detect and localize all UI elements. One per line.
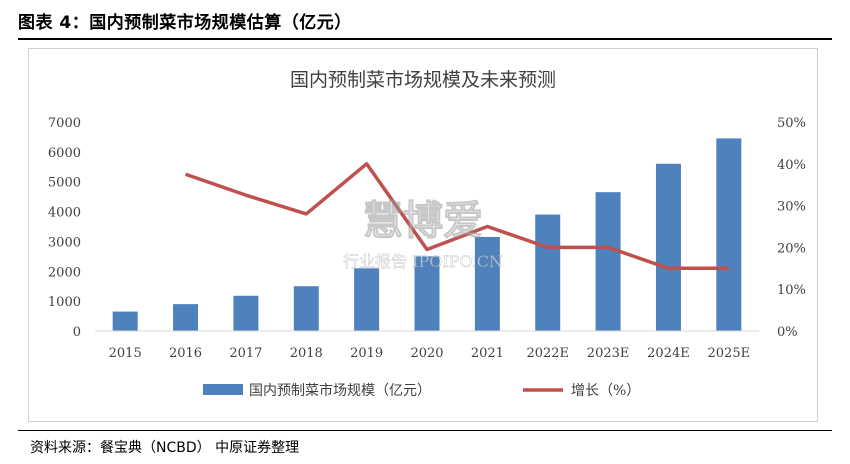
bar-2015	[112, 311, 138, 331]
x-tick-label: 2015	[109, 346, 142, 361]
legend-line-label: 增长（%）	[571, 383, 640, 399]
chart-frame: 国内预制菜市场规模及未来预测 0 1000 2000 3000 4000 5000 6000…	[28, 48, 818, 422]
left-tick-label: 2000	[48, 265, 81, 280]
bar-2025E	[716, 138, 742, 331]
left-tick-label: 4000	[48, 206, 81, 221]
bar-2019	[354, 268, 380, 331]
right-tick-label: 50%	[777, 116, 806, 131]
watermark-brand: 慧博爱	[363, 197, 483, 244]
legend: 国内预制菜市场规模（亿元） 增长（%）	[203, 382, 640, 399]
x-tick-label: 2020	[410, 346, 443, 361]
left-tick-label: 7000	[48, 116, 81, 131]
chart-svg: 国内预制菜市场规模及未来预测 0 1000 2000 3000 4000 5000 6000…	[48, 69, 806, 399]
growth-line	[184, 162, 729, 271]
legend-bar-swatch	[203, 384, 243, 395]
x-tick-label: 2016	[169, 346, 202, 361]
bar-2024E	[655, 163, 681, 331]
right-tick-label: 20%	[777, 241, 806, 256]
bar-2020	[414, 256, 440, 331]
right-tick-label: 30%	[777, 200, 806, 215]
watermark-text: 行业报告 IPOIPO.CN	[343, 252, 503, 271]
left-tick-label: 0	[73, 325, 81, 340]
left-tick-label: 5000	[48, 176, 81, 191]
right-tick-label: 0%	[777, 325, 798, 340]
x-tick-label: 2017	[229, 346, 262, 361]
left-tick-label: 1000	[48, 295, 81, 310]
line-series	[184, 162, 729, 271]
left-tick-label: 6000	[48, 146, 81, 161]
bottom-rule	[18, 430, 832, 431]
bar-2021	[474, 236, 500, 331]
source-note: 资料来源：餐宝典（NCBD） 中原证券整理	[30, 440, 300, 456]
figure-title: 图表 4：国内预制菜市场规模估算（亿元）	[18, 13, 352, 33]
x-tick-label: 2023E	[587, 346, 630, 361]
left-tick-label: 3000	[48, 235, 81, 250]
bar-series	[112, 138, 742, 331]
bar-2016	[173, 304, 199, 331]
bar-2023E	[595, 192, 621, 331]
right-axis: 0% 10% 20% 30% 40% 50%	[777, 116, 806, 340]
x-tick-label: 2022E	[526, 346, 569, 361]
bar-2018	[293, 286, 319, 331]
legend-bar-label: 国内预制菜市场规模（亿元）	[249, 382, 431, 399]
bar-2022E	[535, 214, 561, 331]
bar-2017	[233, 295, 259, 331]
right-tick-label: 40%	[777, 158, 806, 173]
x-tick-label: 2024E	[647, 346, 690, 361]
x-tick-label: 2018	[290, 346, 323, 361]
x-tick-label: 2025E	[708, 346, 751, 361]
left-axis: 0 1000 2000 3000 4000 5000 6000 7000	[48, 116, 81, 340]
x-tick-label: 2019	[350, 346, 383, 361]
top-rule	[18, 38, 832, 40]
x-axis: 2015 2016 2017 2018 2019 2020 2021 2022E 2023E 20…	[95, 330, 759, 361]
chart-title: 国内预制菜市场规模及未来预测	[290, 69, 556, 91]
x-tick-label: 2021	[471, 346, 504, 361]
right-tick-label: 10%	[777, 283, 806, 298]
